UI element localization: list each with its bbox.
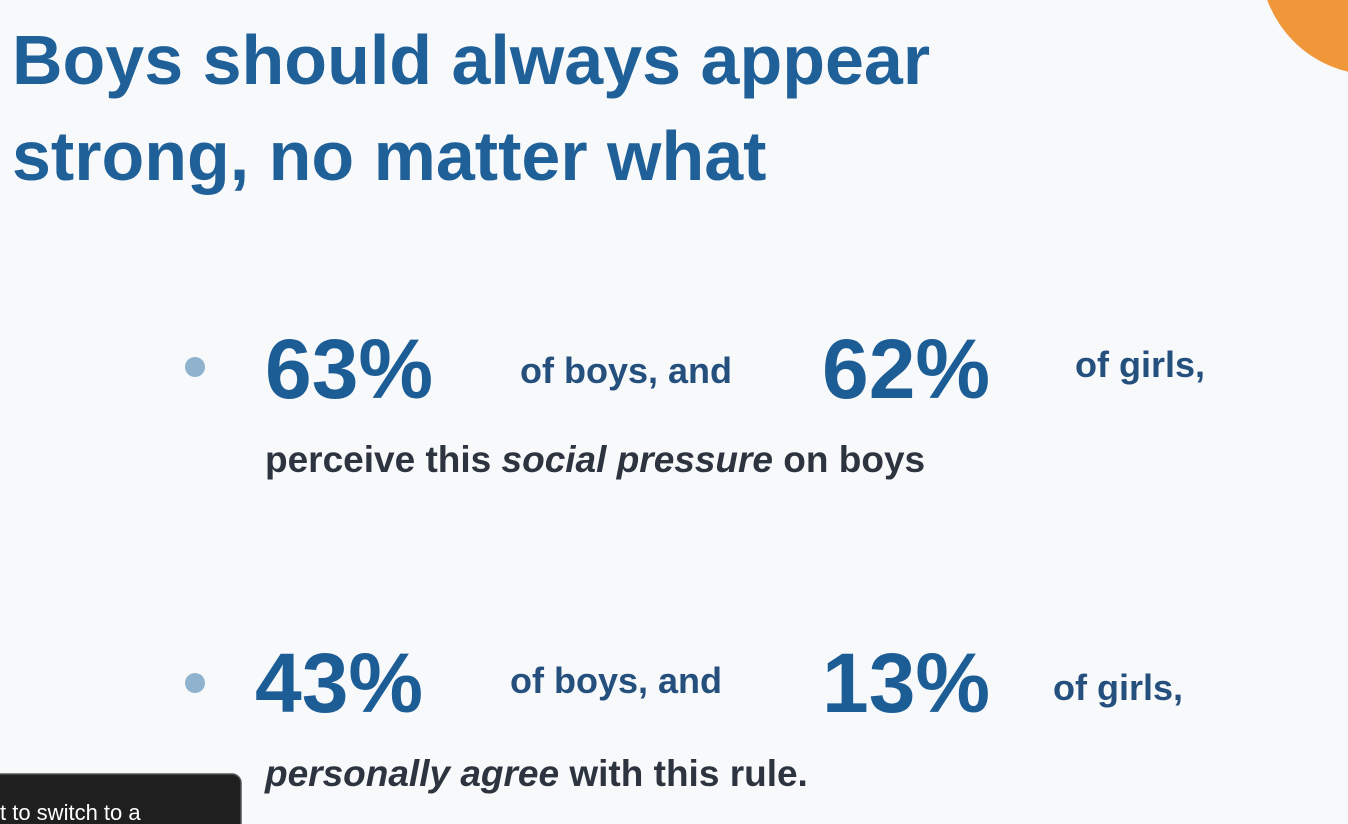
tooltip-text: t to switch to a bbox=[0, 800, 141, 824]
boys-text: of boys, and bbox=[520, 350, 732, 391]
bullet-dot bbox=[185, 673, 205, 693]
bullet-detail: personally agree with this rule. bbox=[264, 753, 808, 794]
title-line: Boys should always appear bbox=[12, 21, 930, 99]
bullet-detail: perceive this social pressure on boys bbox=[265, 439, 925, 480]
boys-percent: 43% bbox=[255, 636, 423, 730]
title-line: strong, no matter what bbox=[12, 117, 766, 195]
detail-part: perceive this bbox=[265, 439, 502, 480]
detail-emphasis: personally agree bbox=[264, 753, 559, 794]
girls-text: of girls, bbox=[1075, 344, 1205, 385]
detail-emphasis: social pressure bbox=[502, 439, 773, 480]
orange-decoration bbox=[1267, 0, 1348, 72]
detail-part: on boys bbox=[773, 439, 925, 480]
tooltip bbox=[0, 773, 242, 824]
girls-percent: 62% bbox=[822, 322, 990, 416]
boys-text: of boys, and bbox=[510, 660, 722, 701]
detail-part: with this rule. bbox=[559, 753, 808, 794]
bullet-dot bbox=[185, 357, 205, 377]
girls-text: of girls, bbox=[1053, 667, 1183, 708]
girls-percent: 13% bbox=[822, 636, 990, 730]
boys-percent: 63% bbox=[265, 322, 433, 416]
